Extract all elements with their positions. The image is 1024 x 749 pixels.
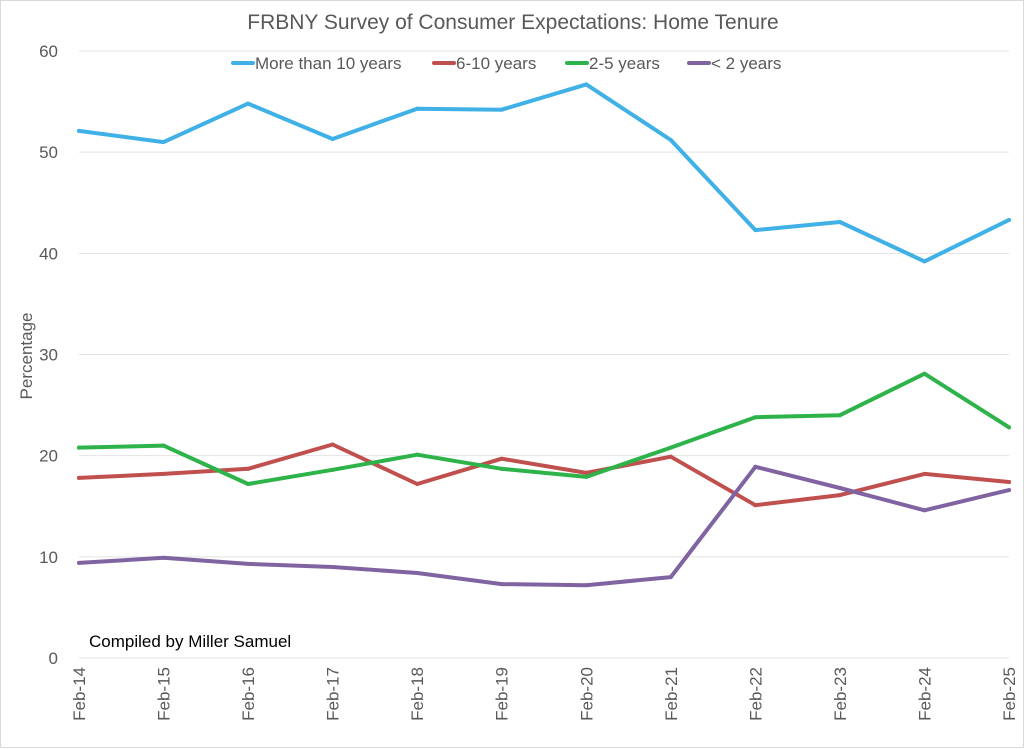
- data-point: [668, 445, 673, 450]
- data-point: [77, 128, 81, 133]
- gridlines: [79, 50, 1009, 659]
- data-point: [246, 481, 251, 486]
- data-point: [668, 138, 673, 143]
- data-point: [415, 452, 420, 457]
- data-point: [753, 228, 758, 233]
- y-tick-label: 20: [39, 447, 58, 466]
- data-point: [753, 503, 758, 508]
- x-tick-label: Feb-18: [408, 667, 427, 721]
- data-point: [415, 481, 420, 486]
- data-point: [584, 470, 589, 475]
- data-point: [584, 82, 589, 87]
- legend-label: 6-10 years: [456, 54, 536, 73]
- legend: More than 10 years 6-10 years 2-5 years < 2…: [231, 54, 781, 73]
- x-axis-ticks: Feb-14 Feb-15 Feb-16 Feb-17 Feb-18 Feb-19 Feb-…: [70, 667, 1019, 721]
- legend-item: 2-5 years: [565, 54, 660, 73]
- legend-label: < 2 years: [711, 54, 781, 73]
- x-tick-label: Feb-19: [493, 667, 512, 721]
- y-tick-label: 30: [39, 346, 58, 365]
- y-axis-ticks: 0 10 20 30 40 50 60: [39, 42, 58, 668]
- x-tick-label: Feb-16: [239, 667, 258, 721]
- data-point: [1007, 479, 1011, 484]
- data-point: [415, 106, 420, 111]
- data-point: [1007, 217, 1011, 222]
- data-point: [330, 467, 335, 472]
- series-lines: [77, 82, 1011, 588]
- data-point: [246, 561, 251, 566]
- data-point: [161, 555, 166, 560]
- data-point: [246, 466, 251, 471]
- data-point: [837, 219, 842, 224]
- series-2-years: [77, 464, 1011, 588]
- data-point: [77, 560, 81, 565]
- data-point: [161, 443, 166, 448]
- y-axis-title: Percentage: [17, 313, 36, 400]
- data-point: [753, 415, 758, 420]
- data-point: [837, 413, 842, 418]
- data-point: [584, 583, 589, 588]
- legend-label: More than 10 years: [255, 54, 401, 73]
- legend-item: < 2 years: [687, 54, 781, 73]
- data-point: [246, 101, 251, 106]
- legend-item: 6-10 years: [432, 54, 536, 73]
- x-tick-label: Feb-23: [831, 667, 850, 721]
- data-point: [1007, 425, 1011, 430]
- compiled-by-note: Compiled by Miller Samuel: [89, 632, 291, 651]
- x-tick-label: Feb-25: [1000, 667, 1019, 721]
- series-more-than-10-years: [77, 82, 1011, 264]
- data-point: [330, 442, 335, 447]
- series-2-5-years: [77, 371, 1011, 486]
- data-point: [330, 137, 335, 142]
- data-point: [161, 471, 166, 476]
- data-point: [330, 564, 335, 569]
- y-tick-label: 10: [39, 548, 58, 567]
- x-tick-label: Feb-24: [915, 667, 934, 721]
- data-point: [922, 471, 927, 476]
- y-tick-label: 50: [39, 143, 58, 162]
- data-point: [837, 493, 842, 498]
- data-point: [922, 259, 927, 264]
- x-tick-label: Feb-20: [577, 667, 596, 721]
- data-point: [499, 466, 504, 471]
- legend-item: More than 10 years: [231, 54, 401, 73]
- data-point: [584, 474, 589, 479]
- data-point: [415, 571, 420, 576]
- data-point: [668, 454, 673, 459]
- y-tick-label: 40: [39, 244, 58, 263]
- x-tick-label: Feb-22: [746, 667, 765, 721]
- y-tick-label: 60: [39, 42, 58, 61]
- series-line-more-than-10-years: [77, 82, 1011, 264]
- data-point: [837, 486, 842, 491]
- chart-title: FRBNY Survey of Consumer Expectations: H…: [247, 11, 778, 34]
- data-point: [922, 508, 927, 513]
- data-point: [77, 445, 81, 450]
- data-point: [499, 107, 504, 112]
- x-tick-label: Feb-14: [70, 667, 89, 721]
- x-tick-label: Feb-21: [662, 667, 681, 721]
- legend-label: 2-5 years: [589, 54, 660, 73]
- data-point: [499, 456, 504, 461]
- y-tick-label: 0: [49, 649, 58, 668]
- data-point: [1007, 488, 1011, 493]
- x-tick-label: Feb-17: [324, 667, 343, 721]
- data-point: [668, 575, 673, 580]
- data-point: [77, 475, 81, 480]
- series-line-2-years: [77, 464, 1011, 588]
- data-point: [161, 140, 166, 145]
- data-point: [753, 464, 758, 469]
- data-point: [922, 371, 927, 376]
- x-tick-label: Feb-15: [155, 667, 174, 721]
- series-line-2-5-years: [77, 371, 1011, 486]
- data-point: [499, 582, 504, 587]
